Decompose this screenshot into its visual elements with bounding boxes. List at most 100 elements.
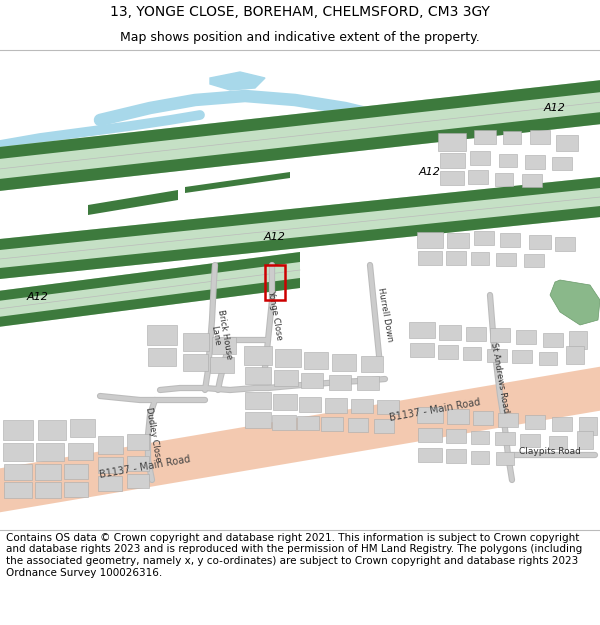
Bar <box>487 349 507 361</box>
Bar <box>418 251 442 265</box>
Text: A12: A12 <box>264 232 286 242</box>
Bar <box>543 333 563 347</box>
Bar <box>512 349 532 362</box>
Bar <box>70 419 95 437</box>
Bar <box>36 443 64 461</box>
Polygon shape <box>0 365 600 514</box>
Polygon shape <box>185 172 290 193</box>
Bar <box>490 328 510 342</box>
Bar <box>245 391 271 409</box>
Polygon shape <box>0 110 600 192</box>
Text: Yonge Close: Yonge Close <box>266 289 284 341</box>
Bar <box>212 336 236 354</box>
Text: B1137 - Main Road: B1137 - Main Road <box>99 454 191 480</box>
Polygon shape <box>0 78 600 160</box>
Text: 13, YONGE CLOSE, BOREHAM, CHELMSFORD, CM3 3GY: 13, YONGE CLOSE, BOREHAM, CHELMSFORD, CM… <box>110 6 490 19</box>
Polygon shape <box>0 252 300 302</box>
Bar <box>4 482 32 498</box>
Bar <box>500 233 520 247</box>
Polygon shape <box>550 280 600 325</box>
Bar <box>183 333 209 351</box>
Bar <box>64 481 88 496</box>
Polygon shape <box>88 190 178 215</box>
Bar <box>38 420 66 440</box>
Bar <box>530 130 550 144</box>
Bar <box>498 413 518 427</box>
Bar <box>377 400 399 414</box>
Bar <box>418 428 442 442</box>
Bar <box>438 133 466 151</box>
Bar <box>35 464 61 480</box>
Bar <box>446 429 466 443</box>
Bar <box>474 231 494 245</box>
Bar <box>245 412 271 428</box>
Text: Hurrell Down: Hurrell Down <box>376 287 394 343</box>
Bar <box>297 416 319 430</box>
Bar <box>446 251 466 265</box>
Bar <box>463 346 481 359</box>
Bar <box>357 376 379 390</box>
Bar <box>410 343 434 357</box>
Bar <box>299 396 321 411</box>
Bar <box>569 331 587 349</box>
Bar <box>447 232 469 248</box>
Bar <box>64 464 88 479</box>
Bar <box>529 235 551 249</box>
Bar <box>148 348 176 366</box>
Text: A12: A12 <box>27 292 49 302</box>
Bar <box>3 443 33 461</box>
Bar <box>525 415 545 429</box>
Bar <box>98 476 122 491</box>
Bar <box>473 411 493 425</box>
Polygon shape <box>210 72 265 90</box>
Bar <box>439 324 461 339</box>
Bar <box>274 370 298 386</box>
Bar <box>304 351 328 369</box>
Bar <box>351 399 373 413</box>
Bar <box>496 451 514 464</box>
Bar <box>447 409 469 424</box>
Bar <box>522 174 542 186</box>
Bar <box>499 154 517 166</box>
Bar <box>525 155 545 169</box>
Bar <box>210 357 234 373</box>
Bar <box>97 457 122 473</box>
Bar <box>466 327 486 341</box>
Polygon shape <box>0 78 600 192</box>
Text: Map shows position and indicative extent of the property.: Map shows position and indicative extent… <box>120 31 480 44</box>
Text: A12: A12 <box>419 167 441 177</box>
Bar <box>329 374 351 389</box>
Bar <box>503 131 521 144</box>
Bar <box>579 417 597 435</box>
Bar <box>361 356 383 372</box>
Bar <box>35 482 61 498</box>
Bar <box>555 237 575 251</box>
Bar <box>439 152 464 168</box>
Bar <box>468 170 488 184</box>
Bar <box>67 442 92 459</box>
Bar <box>127 434 149 450</box>
Polygon shape <box>0 175 600 280</box>
Bar <box>147 325 177 345</box>
Bar <box>272 414 296 429</box>
Text: Contains OS data © Crown copyright and database right 2021. This information is : Contains OS data © Crown copyright and d… <box>6 533 582 578</box>
Bar <box>4 464 32 480</box>
Bar <box>409 322 435 338</box>
Bar <box>438 345 458 359</box>
Text: St Andrews Road: St Andrews Road <box>490 342 511 414</box>
Bar <box>556 135 578 151</box>
Polygon shape <box>0 252 300 328</box>
Bar <box>470 151 490 165</box>
Bar <box>552 156 572 169</box>
Bar <box>496 253 516 266</box>
Bar <box>474 130 496 144</box>
Polygon shape <box>0 175 600 251</box>
Bar <box>374 419 394 433</box>
Bar <box>471 251 489 264</box>
Bar <box>417 232 443 248</box>
Bar <box>3 420 33 440</box>
Bar <box>244 346 272 364</box>
Bar <box>97 436 122 454</box>
Bar <box>245 366 271 384</box>
Bar <box>549 436 567 449</box>
